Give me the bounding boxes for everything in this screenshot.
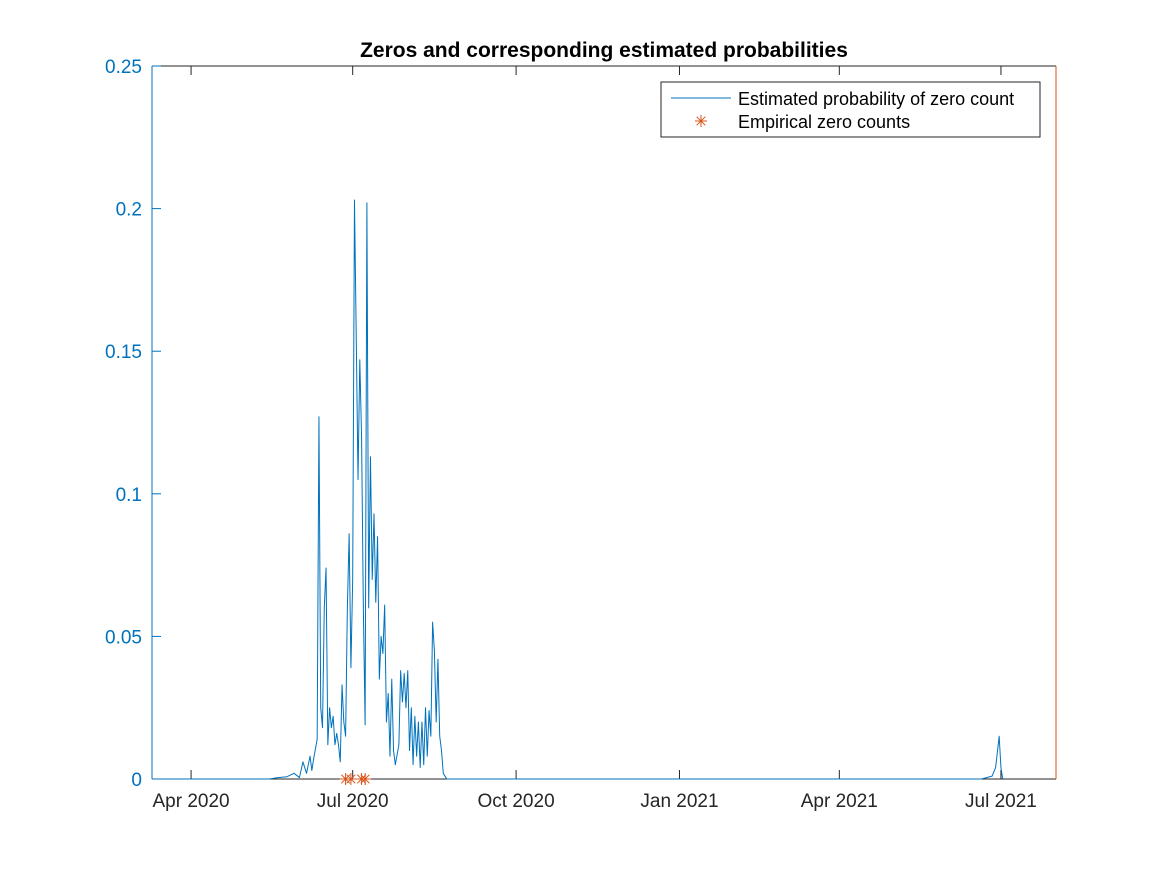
legend-label-probability: Estimated probability of zero count [738, 89, 1014, 109]
series-layer [152, 199, 1004, 785]
y-tick-label: 0.15 [105, 342, 142, 363]
y-tick-label: 0 [131, 770, 142, 791]
y-tick-label: 0.05 [105, 627, 142, 648]
axes [151, 65, 1057, 780]
zero-count-marker [344, 773, 357, 785]
legend-asterisk-icon [695, 115, 707, 127]
y-tick-label: 0.25 [105, 57, 142, 78]
x-ticks: Apr 2020 Jul 2020 Oct 2020 Jan 2021 Apr 2021… [153, 66, 1037, 812]
x-tick-label: Jul 2021 [965, 791, 1037, 812]
x-tick-label: Jul 2020 [317, 791, 389, 812]
zero-count-marker [359, 773, 372, 785]
x-tick-label: Apr 2020 [153, 791, 230, 812]
chart-title: Zeros and corresponding estimated probab… [360, 39, 848, 62]
y-ticks: 0 0.05 0.1 0.15 0.2 0.25 [105, 57, 161, 791]
plot-area [152, 66, 1056, 779]
legend-box [660, 81, 1041, 138]
y-tick-label: 0.2 [116, 200, 142, 221]
x-tick-label: Jan 2021 [640, 791, 718, 812]
series-line-probability [152, 199, 1004, 780]
x-tick-label: Apr 2021 [801, 791, 878, 812]
x-tick-label: Oct 2020 [478, 791, 555, 812]
legend-marker-swatch [695, 115, 707, 127]
y-tick-label: 0.1 [116, 485, 142, 506]
legend: Estimated probability of zero count Empi… [660, 81, 1041, 138]
legend-label-zero-counts: Empirical zero counts [738, 112, 910, 132]
